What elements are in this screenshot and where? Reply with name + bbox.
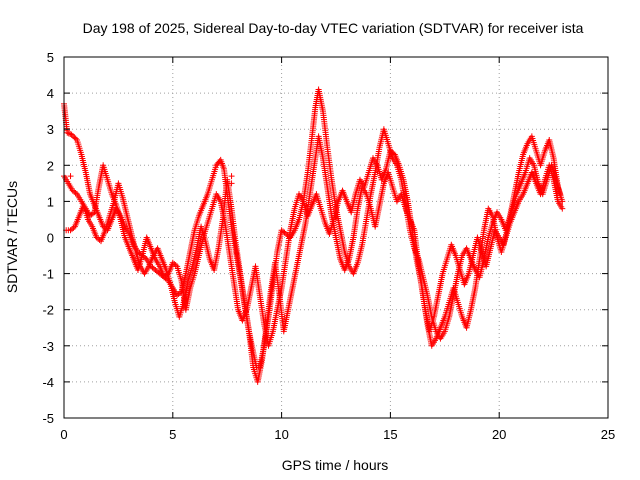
data-point — [228, 180, 235, 187]
data-point — [90, 210, 97, 217]
x-tick-label: 25 — [601, 427, 615, 442]
data-point — [69, 132, 76, 139]
x-tick-label: 10 — [274, 427, 288, 442]
y-tick-label: 1 — [47, 194, 54, 209]
y-tick-label: -2 — [42, 303, 54, 318]
y-tick-label: 2 — [47, 158, 54, 173]
data-point — [172, 262, 179, 269]
data-point — [65, 130, 72, 137]
data-point — [72, 189, 79, 196]
data-point — [71, 134, 78, 141]
y-tick-label: 3 — [47, 122, 54, 137]
y-tick-label: 0 — [47, 231, 54, 246]
x-axis-label: GPS time / hours — [282, 457, 389, 473]
y-tick-label: -3 — [42, 339, 54, 354]
data-point — [72, 135, 79, 142]
data-point — [228, 173, 235, 180]
data-point — [67, 173, 74, 180]
data-points — [61, 86, 566, 385]
data-point — [559, 205, 566, 212]
y-tick-label: 4 — [47, 86, 54, 101]
y-tick-label: -5 — [42, 411, 54, 426]
data-point — [68, 131, 75, 138]
y-tick-label: -1 — [42, 267, 54, 282]
data-point — [557, 191, 564, 198]
data-point — [70, 224, 77, 231]
x-tick-label: 5 — [169, 427, 176, 442]
x-tick-label: 15 — [383, 427, 397, 442]
data-point — [390, 150, 397, 157]
y-tick-label: 5 — [47, 50, 54, 65]
x-tick-label: 0 — [60, 427, 67, 442]
y-tick-label: -4 — [42, 375, 54, 390]
data-point — [64, 129, 71, 136]
axis-ticks: 0 5 10 15 20 25 -5 -4 -3 -2 -1 0 1 2 3 4 5 — [42, 50, 615, 442]
chart-title: Day 198 of 2025, Sidereal Day-to-day VTE… — [83, 20, 584, 36]
x-tick-label: 20 — [492, 427, 506, 442]
y-axis-label: SDTVAR / TECUs — [4, 181, 20, 293]
